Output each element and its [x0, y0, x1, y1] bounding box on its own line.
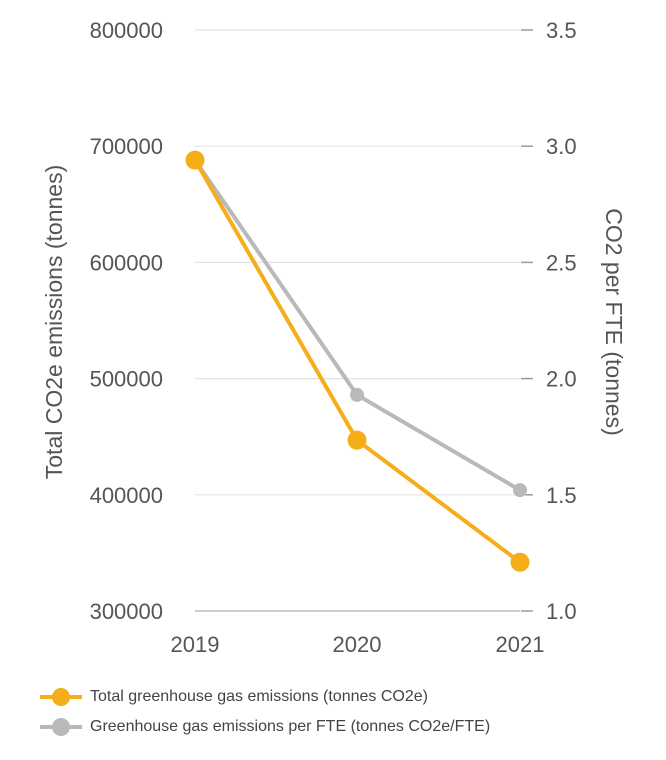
right-tick-label: 1.5 — [546, 483, 577, 508]
right-tick-label: 1.0 — [546, 599, 577, 624]
data-point — [350, 387, 364, 402]
x-tick-label: 2020 — [333, 632, 382, 657]
right-tick-label: 3.0 — [546, 134, 577, 159]
legend: Total greenhouse gas emissions (tonnes C… — [40, 682, 490, 742]
data-point — [510, 552, 530, 572]
right-axis-tick-labels: 1.0 1.5 2.0 2.5 3.0 3.5 — [546, 18, 577, 624]
right-tick-label: 2.0 — [546, 367, 577, 392]
data-point — [347, 430, 367, 450]
right-tick-label: 3.5 — [546, 18, 577, 43]
legend-item-total[interactable]: Total greenhouse gas emissions (tonnes C… — [40, 682, 490, 712]
series-points — [185, 150, 530, 572]
data-point — [513, 483, 527, 498]
left-tick-label: 500000 — [90, 367, 163, 392]
right-tick-label: 2.5 — [546, 250, 577, 275]
series-lines — [193, 158, 522, 565]
legend-swatch-total-icon — [40, 687, 82, 707]
legend-label-total: Total greenhouse gas emissions (tonnes C… — [90, 688, 428, 705]
left-axis-tick-labels: 300000 400000 500000 600000 700000 800000 — [90, 18, 163, 624]
left-tick-label: 600000 — [90, 250, 163, 275]
right-axis-tick-marks — [521, 29, 533, 612]
legend-item-per-fte[interactable]: Greenhouse gas emissions per FTE (tonnes… — [40, 712, 490, 742]
series-line — [193, 158, 522, 565]
left-tick-label: 300000 — [90, 599, 163, 624]
left-axis-title: Total CO2e emissions (tonnes) — [41, 165, 67, 479]
legend-dot — [52, 688, 70, 706]
data-point — [185, 150, 205, 170]
legend-swatch-per-fte-icon — [40, 717, 82, 737]
left-tick-label: 700000 — [90, 134, 163, 159]
right-axis-title: CO2 per FTE (tonnes) — [601, 208, 627, 436]
legend-dot — [52, 718, 70, 736]
line-chart: 300000 400000 500000 600000 700000 800000 1.0… — [41, 18, 627, 657]
left-tick-label: 800000 — [90, 18, 163, 43]
x-axis-tick-labels: 2019 2020 2021 — [171, 632, 545, 657]
legend-label-per-fte: Greenhouse gas emissions per FTE (tonnes… — [90, 718, 491, 735]
x-tick-label: 2021 — [496, 632, 545, 657]
x-tick-label: 2019 — [171, 632, 220, 657]
gridlines — [195, 29, 520, 612]
left-tick-label: 400000 — [90, 483, 163, 508]
